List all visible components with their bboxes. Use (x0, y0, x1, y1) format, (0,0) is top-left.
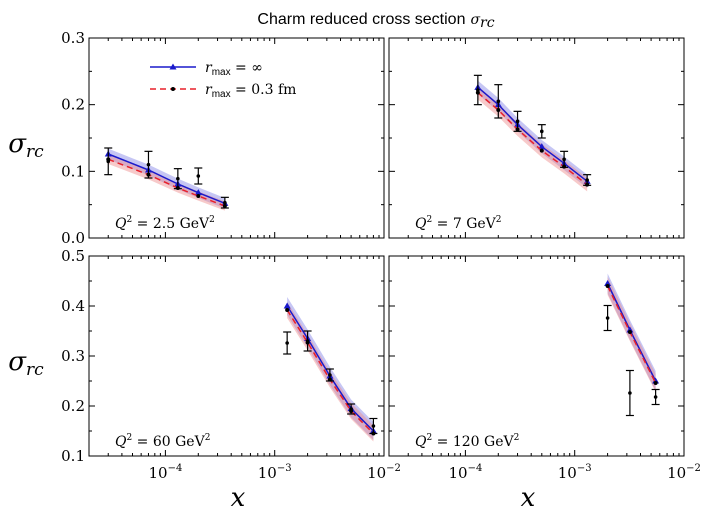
x-tick-label: 10−4 (148, 463, 182, 482)
data-point (562, 157, 566, 162)
series-marker-triangle (538, 143, 546, 150)
x-tick-label: 10−4 (448, 463, 482, 482)
y-tick-label: 0.1 (61, 162, 85, 180)
y-tick-label: 0.3 (61, 347, 85, 365)
data-point (628, 391, 632, 395)
chart-title: Charm reduced cross section σrc (257, 11, 494, 31)
data-point (106, 159, 111, 164)
data-point (371, 424, 376, 428)
legend: rmax = ∞ rmax = 0.3 fm (150, 60, 296, 100)
x-tick-label: 10−2 (667, 463, 701, 482)
x-tick-label: 10−3 (558, 463, 592, 482)
q2-annotation: Q2 = 2.5 GeV2 (115, 215, 215, 232)
data-point (476, 88, 480, 92)
series-marker-triangle (283, 302, 291, 309)
legend-marker-dot (171, 87, 175, 91)
series-line-rmax-03fm (477, 92, 588, 186)
data-point (539, 129, 544, 134)
y-tick-label: 0.3 (61, 29, 85, 47)
q2-annotation: Q2 = 120 GeV2 (415, 433, 519, 450)
series-marker-triangle (604, 280, 612, 286)
data-point (653, 395, 658, 399)
legend-label-rmax-inf: rmax = ∞ (205, 60, 263, 78)
y-tick-label: 0.1 (61, 447, 85, 465)
data-point (223, 200, 227, 205)
y-tick-label: 0.5 (61, 247, 85, 265)
series-marker-dot (285, 308, 290, 312)
panel-top-right: Q2 = 7 GeV2 (388, 37, 685, 239)
y-axis-label-bottom: σrc (8, 347, 44, 380)
axes-frame (88, 255, 385, 457)
y-tick-label: 0.2 (61, 397, 85, 415)
panel-top-left: 0.0 0.1 0.2 0.3 Q2 = 2.5 GeV2 (61, 29, 385, 247)
legend-label-rmax-03fm: rmax = 0.3 fm (205, 82, 296, 100)
series-line-rmax-inf (477, 86, 588, 182)
series-marker-triangle (194, 189, 202, 196)
data-point (585, 178, 589, 182)
y-tick-label: 0.0 (61, 229, 85, 247)
panel-bottom-right: 10−4 10−3 10−2 Q2 = 120 GeV2 (388, 255, 701, 482)
y-tick-label: 0.2 (61, 96, 85, 114)
series-marker-dot (539, 148, 544, 153)
q2-annotation: Q2 = 60 GeV2 (115, 433, 210, 450)
series-marker-dot (653, 381, 658, 385)
q2-annotation: Q2 = 7 GeV2 (415, 215, 502, 232)
y-tick-label: 0.4 (61, 297, 85, 315)
series-marker-dot (605, 284, 610, 288)
panels: 0.00.10.20.3Q2 = 2.5 GeV2 Q2 = 7 GeV20.10… (61, 29, 701, 482)
data-point (285, 341, 289, 345)
data-point (349, 407, 353, 411)
legend-marker-triangle (169, 63, 177, 70)
uncertainty-band (477, 80, 588, 188)
data-point (305, 339, 310, 343)
series-marker-dot (196, 194, 201, 198)
x-axis-label-right: x (521, 483, 536, 513)
data-point (605, 316, 610, 320)
data-point (328, 373, 332, 377)
data-point (196, 174, 201, 178)
series-marker-triangle (626, 326, 634, 333)
series-marker-dot (627, 330, 632, 334)
series-line-rmax-inf (107, 153, 226, 205)
data-point (515, 119, 520, 124)
x-tick-label: 10−3 (258, 463, 292, 482)
panel-bottom-left: 0.1 0.2 0.3 0.4 0.5 10−4 10−3 10−2 Q2 = 60 GeV2 (61, 247, 401, 482)
y-axis-label-top: σrc (8, 129, 44, 162)
series-marker-triangle (652, 377, 660, 384)
data-point (496, 99, 501, 104)
x-tick-label: 10−2 (367, 463, 401, 482)
x-axis-label-left: x (231, 483, 246, 513)
data-point (176, 176, 180, 181)
data-point (146, 162, 151, 167)
